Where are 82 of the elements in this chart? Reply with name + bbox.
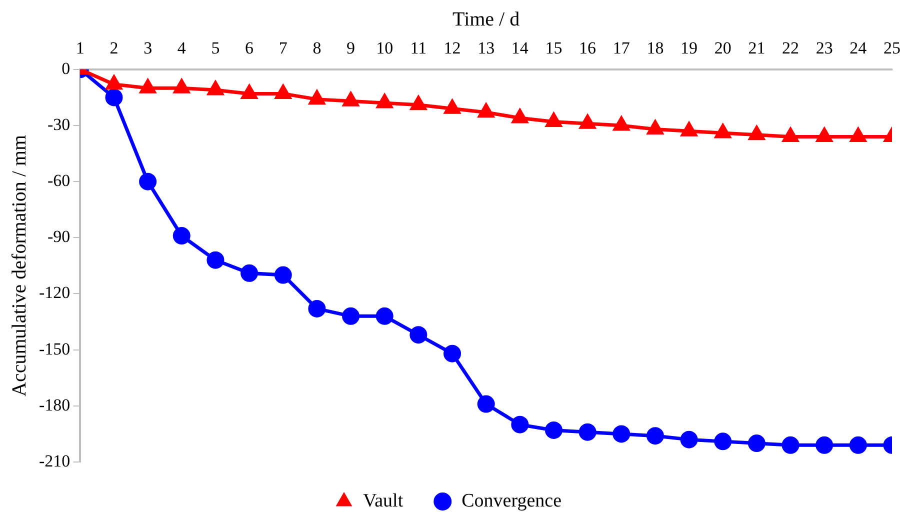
point bbox=[342, 92, 359, 106]
point bbox=[106, 76, 122, 90]
point bbox=[849, 436, 867, 454]
x-tick-label: 1 bbox=[76, 38, 84, 58]
point bbox=[444, 344, 462, 362]
point bbox=[511, 416, 529, 434]
x-tick-label: 6 bbox=[245, 38, 254, 58]
point bbox=[748, 434, 766, 452]
point bbox=[578, 423, 596, 441]
y-tick-label: -210 bbox=[38, 451, 70, 470]
point bbox=[614, 116, 630, 131]
x-tick-label: 25 bbox=[884, 38, 900, 58]
point bbox=[309, 90, 325, 105]
point bbox=[174, 79, 190, 94]
point bbox=[208, 81, 224, 96]
point bbox=[816, 128, 832, 142]
x-tick-label: 24 bbox=[850, 38, 868, 58]
legend-label: Convergence bbox=[462, 490, 562, 512]
point bbox=[512, 109, 528, 124]
x-tick-label: 15 bbox=[545, 38, 562, 58]
x-tick-label: 17 bbox=[612, 38, 630, 58]
y-tick-label: -180 bbox=[38, 395, 70, 414]
y-tick-label: -90 bbox=[47, 227, 70, 246]
point bbox=[816, 436, 834, 454]
point bbox=[376, 307, 394, 325]
x-tick-label: 10 bbox=[376, 38, 394, 58]
x-tick-label: 8 bbox=[312, 38, 322, 58]
x-tick-label: 23 bbox=[816, 38, 833, 58]
point bbox=[308, 300, 326, 318]
x-tick-label: 14 bbox=[511, 38, 529, 58]
point bbox=[612, 425, 630, 443]
point bbox=[342, 307, 360, 325]
point bbox=[206, 251, 224, 269]
x-tick-label: 22 bbox=[782, 38, 800, 58]
point bbox=[140, 79, 156, 94]
x-tick-label: 19 bbox=[680, 38, 698, 58]
x-tick-label: 18 bbox=[646, 38, 664, 58]
point bbox=[782, 436, 800, 454]
x-tick-label: 21 bbox=[748, 38, 766, 58]
point bbox=[376, 94, 392, 108]
point bbox=[444, 100, 460, 114]
point bbox=[782, 128, 798, 142]
point bbox=[410, 96, 426, 110]
legend-label: Vault bbox=[363, 490, 404, 512]
point bbox=[647, 120, 664, 134]
y-axis-title: Accumulative deformation / mm bbox=[8, 134, 30, 396]
x-tick-label: 13 bbox=[478, 38, 495, 58]
y-tick-label: -30 bbox=[47, 114, 70, 134]
point bbox=[646, 427, 664, 445]
x-tick-label: 20 bbox=[714, 38, 732, 58]
x-tick-label: 12 bbox=[444, 38, 461, 58]
point bbox=[477, 395, 495, 413]
y-tick-label: 0 bbox=[62, 58, 70, 78]
point bbox=[681, 122, 697, 136]
point bbox=[172, 227, 190, 245]
y-tick-label: -150 bbox=[38, 339, 70, 358]
point bbox=[544, 421, 562, 439]
point bbox=[714, 432, 732, 450]
point bbox=[241, 84, 258, 99]
x-axis-title: Time / d bbox=[452, 8, 520, 30]
y-tick-label: -60 bbox=[47, 171, 70, 190]
point bbox=[410, 326, 428, 344]
point bbox=[715, 124, 731, 138]
point bbox=[546, 112, 562, 127]
point bbox=[680, 430, 698, 448]
point bbox=[580, 114, 596, 129]
x-tick-label: 9 bbox=[346, 38, 356, 58]
x-tick-label: 4 bbox=[177, 38, 186, 58]
x-tick-label: 7 bbox=[278, 38, 288, 58]
y-tick-label: -120 bbox=[38, 283, 70, 302]
point bbox=[850, 128, 866, 142]
x-tick-label: 3 bbox=[144, 38, 152, 58]
point bbox=[274, 266, 292, 284]
x-tick-label: 5 bbox=[211, 38, 220, 58]
point bbox=[240, 264, 258, 282]
point bbox=[139, 172, 157, 190]
x-tick-label: 16 bbox=[579, 38, 596, 58]
point bbox=[748, 126, 765, 140]
x-tick-label: 11 bbox=[410, 38, 427, 58]
point bbox=[478, 104, 494, 118]
point bbox=[275, 84, 291, 99]
x-tick-label: 2 bbox=[110, 38, 118, 58]
